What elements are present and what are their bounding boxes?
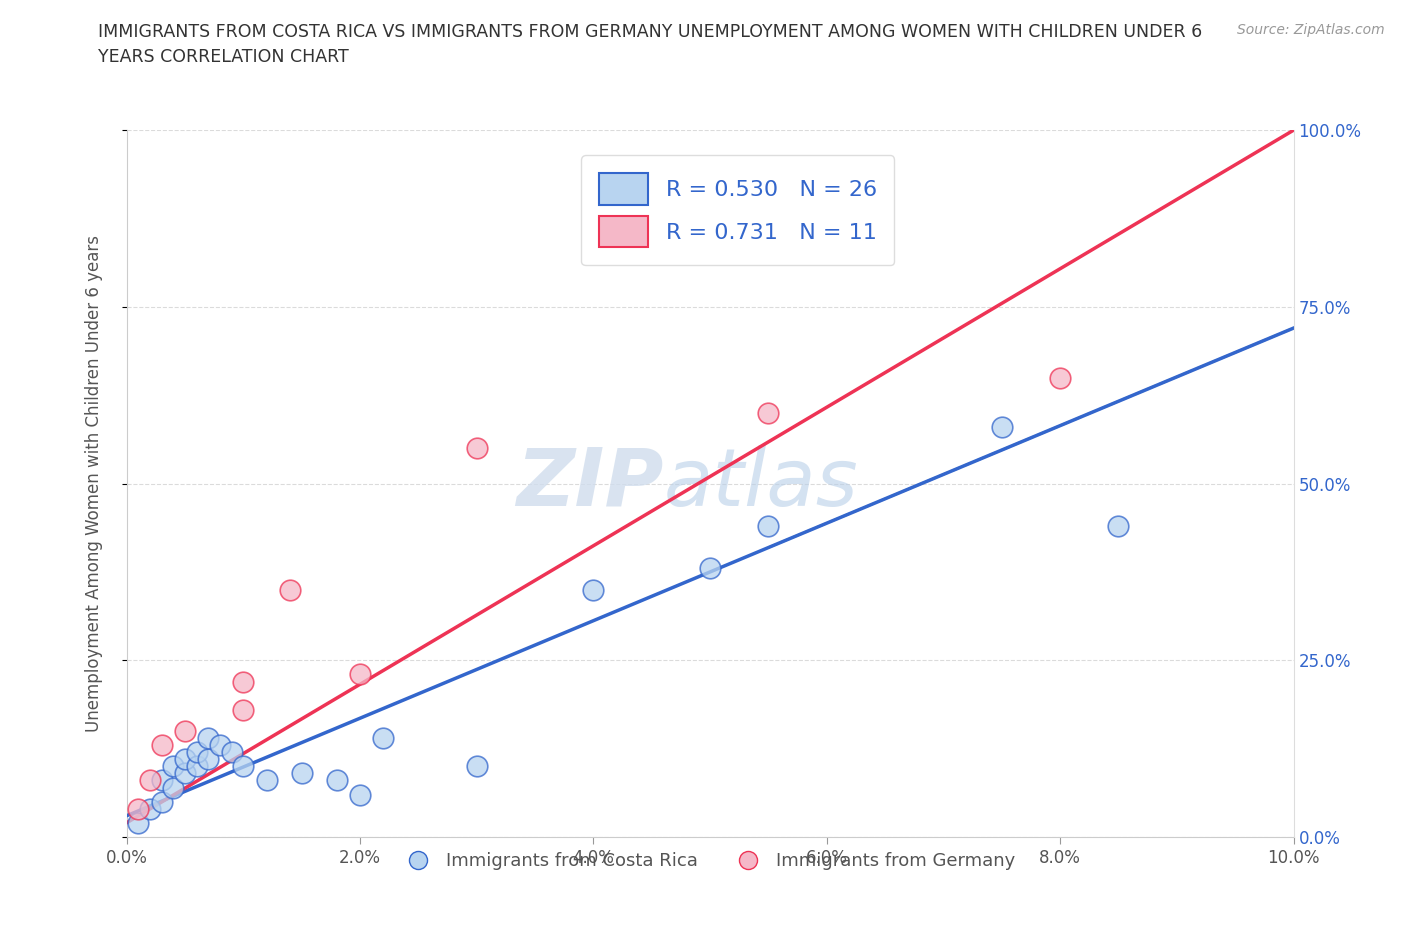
Point xyxy=(150,794,173,809)
Point xyxy=(699,561,721,576)
Point xyxy=(150,737,173,752)
Point xyxy=(139,802,162,817)
Point xyxy=(232,702,254,717)
Point xyxy=(1108,519,1130,534)
Point xyxy=(278,582,301,597)
Text: ZIP: ZIP xyxy=(516,445,664,523)
Legend: Immigrants from Costa Rica, Immigrants from Germany: Immigrants from Costa Rica, Immigrants f… xyxy=(398,845,1022,877)
Point xyxy=(174,751,197,766)
Point xyxy=(349,787,371,802)
Point xyxy=(186,745,208,760)
Point xyxy=(221,745,243,760)
Point xyxy=(290,766,312,781)
Point xyxy=(232,674,254,689)
Point xyxy=(756,405,779,420)
Point xyxy=(465,759,488,774)
Point xyxy=(325,773,347,788)
Point xyxy=(186,759,208,774)
Point xyxy=(127,816,149,830)
Point xyxy=(208,737,231,752)
Point xyxy=(162,780,184,795)
Point xyxy=(1049,370,1071,385)
Point xyxy=(256,773,278,788)
Point xyxy=(990,419,1012,434)
Text: atlas: atlas xyxy=(664,445,858,523)
Point xyxy=(373,731,395,746)
Point xyxy=(465,441,488,456)
Point xyxy=(197,751,219,766)
Text: Source: ZipAtlas.com: Source: ZipAtlas.com xyxy=(1237,23,1385,37)
Point xyxy=(150,773,173,788)
Point xyxy=(756,519,779,534)
Point xyxy=(349,667,371,682)
Point xyxy=(174,724,197,738)
Point xyxy=(582,582,605,597)
Point xyxy=(139,773,162,788)
Point xyxy=(174,766,197,781)
Point xyxy=(232,759,254,774)
Text: IMMIGRANTS FROM COSTA RICA VS IMMIGRANTS FROM GERMANY UNEMPLOYMENT AMONG WOMEN W: IMMIGRANTS FROM COSTA RICA VS IMMIGRANTS… xyxy=(98,23,1202,66)
Point xyxy=(197,731,219,746)
Y-axis label: Unemployment Among Women with Children Under 6 years: Unemployment Among Women with Children U… xyxy=(84,235,103,732)
Point xyxy=(127,802,149,817)
Point xyxy=(162,759,184,774)
